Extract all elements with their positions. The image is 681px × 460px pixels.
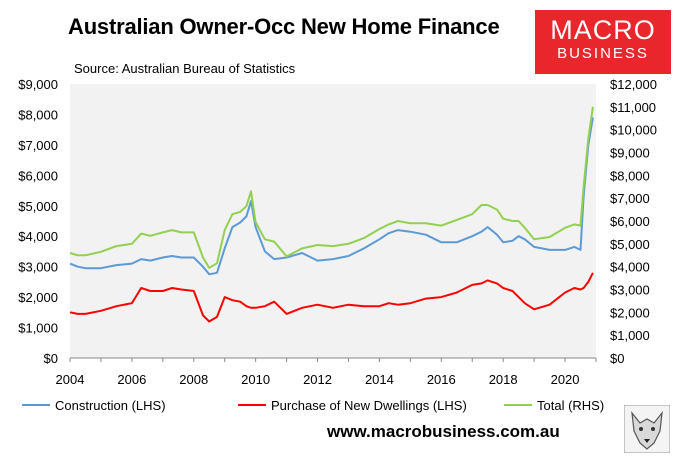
chart-source: Source: Australian Bureau of Statistics bbox=[74, 61, 296, 76]
left-tick-label: $5,000 bbox=[18, 199, 58, 214]
left-axis: $0 $1,000 $2,000 $3,000 $4,000 $5,000 $6,000 $7… bbox=[18, 77, 58, 366]
footer-url: www.macrobusiness.com.au bbox=[327, 422, 560, 441]
right-tick-label: $2,000 bbox=[610, 305, 650, 320]
left-tick-label: $0 bbox=[44, 351, 58, 366]
x-tick-label: 2004 bbox=[56, 372, 85, 387]
logo-line-2: BUSINESS bbox=[557, 45, 649, 62]
right-tick-label: $12,000 bbox=[610, 77, 657, 92]
x-tick-label: 2012 bbox=[303, 372, 332, 387]
left-tick-label: $9,000 bbox=[18, 77, 58, 92]
right-tick-label: $4,000 bbox=[610, 260, 650, 275]
legend-label: Total (RHS) bbox=[537, 398, 604, 413]
left-tick-label: $7,000 bbox=[18, 138, 58, 153]
right-tick-label: $5,000 bbox=[610, 237, 650, 252]
series-layer bbox=[69, 106, 594, 323]
right-tick-label: $3,000 bbox=[610, 283, 650, 298]
right-axis: $0 $1,000 $2,000 $3,000 $4,000 $5,000 $6,000 $7… bbox=[610, 77, 657, 366]
wolf-mascot-icon bbox=[624, 405, 670, 453]
left-tick-label: $8,000 bbox=[18, 107, 58, 122]
x-tick-label: 2016 bbox=[427, 372, 456, 387]
right-tick-label: $9,000 bbox=[610, 146, 650, 161]
left-tick-label: $4,000 bbox=[18, 229, 58, 244]
right-tick-label: $1,000 bbox=[610, 328, 650, 343]
right-tick-label: $8,000 bbox=[610, 168, 650, 183]
left-tick-label: $1,000 bbox=[18, 321, 58, 336]
series-line-1 bbox=[69, 272, 594, 323]
right-tick-label: $11,000 bbox=[610, 100, 656, 115]
chart-title: Australian Owner-Occ New Home Finance bbox=[68, 14, 500, 39]
x-tick-label: 2014 bbox=[365, 372, 394, 387]
legend: Construction (LHS) Purchase of New Dwelli… bbox=[22, 398, 604, 413]
series-line-0 bbox=[69, 117, 594, 276]
macrobusiness-logo: MACRO BUSINESS bbox=[535, 10, 671, 74]
x-axis: 2004 2006 2008 2010 2012 2014 2016 2018 2020 bbox=[56, 358, 597, 387]
right-tick-label: $0 bbox=[610, 351, 624, 366]
x-tick-label: 2020 bbox=[551, 372, 580, 387]
right-tick-label: $7,000 bbox=[610, 191, 650, 206]
plot-area bbox=[70, 84, 596, 358]
left-tick-label: $3,000 bbox=[18, 260, 58, 275]
x-tick-label: 2006 bbox=[117, 372, 146, 387]
legend-label: Construction (LHS) bbox=[55, 398, 166, 413]
left-tick-label: $2,000 bbox=[18, 290, 58, 305]
series-line-2 bbox=[69, 106, 594, 269]
x-tick-label: 2010 bbox=[241, 372, 270, 387]
right-tick-label: $6,000 bbox=[610, 214, 650, 229]
logo-line-1: MACRO bbox=[550, 15, 656, 45]
right-tick-label: $10,000 bbox=[610, 123, 657, 138]
x-tick-label: 2008 bbox=[179, 372, 208, 387]
x-tick-label: 2018 bbox=[489, 372, 518, 387]
legend-label: Purchase of New Dwellings (LHS) bbox=[271, 398, 467, 413]
left-tick-label: $6,000 bbox=[18, 168, 58, 183]
